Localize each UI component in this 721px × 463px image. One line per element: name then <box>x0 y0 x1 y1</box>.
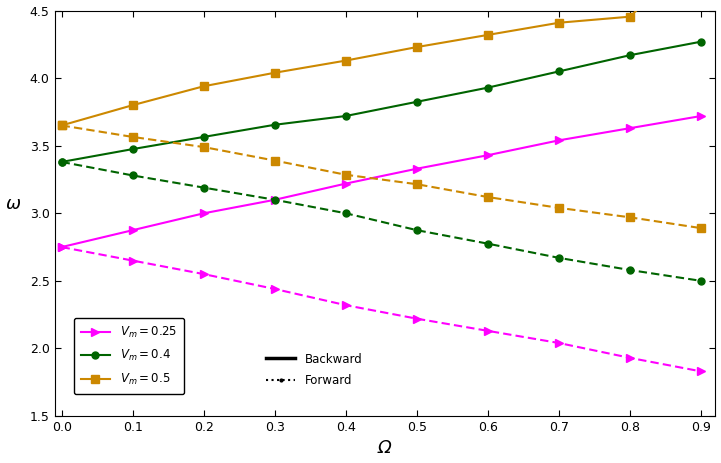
Y-axis label: ω: ω <box>6 195 21 213</box>
Legend: Backward, Forward: Backward, Forward <box>259 345 370 394</box>
X-axis label: Ω: Ω <box>378 439 392 457</box>
